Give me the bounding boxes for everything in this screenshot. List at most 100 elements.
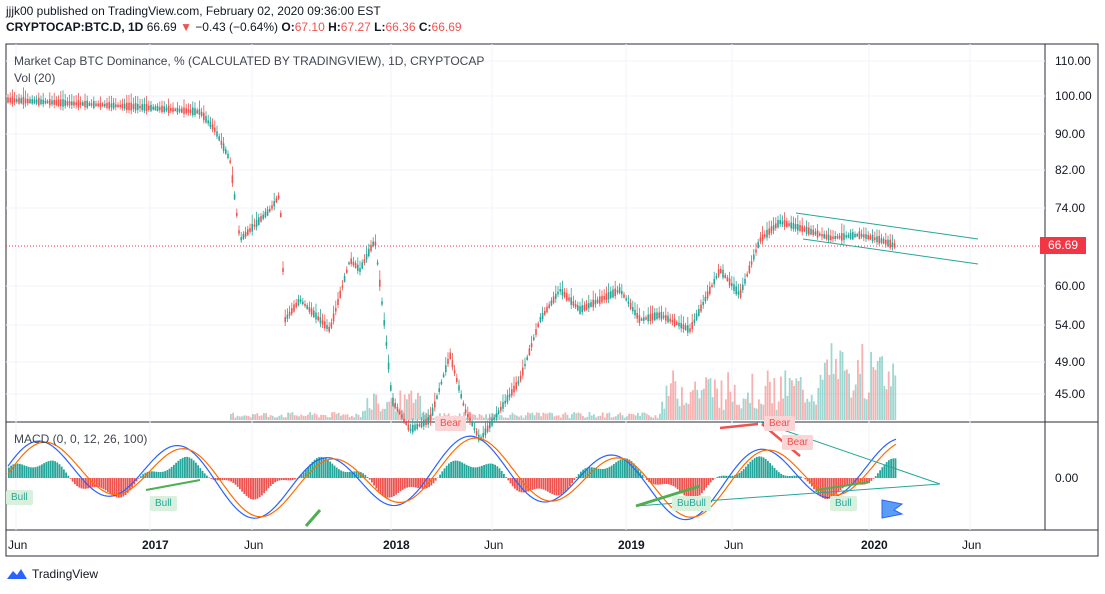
volume-bar: [687, 403, 690, 420]
price-tick-label: 74.00: [1055, 201, 1086, 215]
volume-bar: [863, 398, 866, 420]
candle-body: [161, 105, 163, 113]
candle-body: [222, 143, 225, 151]
candle-body: [163, 106, 165, 112]
volume-bar: [304, 415, 307, 420]
candle-body: [676, 321, 678, 326]
macd-histogram-bar: [723, 475, 725, 478]
candle-body: [264, 211, 267, 218]
macd-histogram-bar: [98, 478, 100, 488]
macd-histogram-bar: [390, 478, 393, 498]
macd-histogram-bar: [406, 478, 408, 488]
macd-histogram-bar: [124, 478, 127, 496]
macd-histogram-bar: [234, 478, 237, 485]
macd-histogram-bar: [36, 466, 39, 478]
macd-histogram-bar: [786, 475, 789, 478]
candle-body: [152, 106, 154, 110]
volume-bar: [498, 415, 501, 420]
macd-histogram-bar: [78, 478, 81, 488]
low-value: 66.36: [385, 20, 416, 34]
volume-bar: [408, 393, 410, 420]
volume-bar: [857, 360, 859, 420]
volume-bar: [804, 402, 806, 420]
candle-body: [764, 234, 766, 237]
macd-histogram-bar: [527, 478, 529, 492]
volume-bar: [287, 412, 289, 420]
candle-body: [227, 153, 229, 159]
candle-body: [519, 375, 522, 381]
header-ohlc: CRYPTOCAP:BTC.D, 1D 66.69 ▼ −0.43 (−0.64…: [6, 20, 462, 34]
candle-body: [500, 406, 502, 411]
macd-histogram-bar: [34, 467, 37, 478]
candle-body: [170, 108, 172, 112]
volume-bar: [335, 413, 338, 420]
macd-histogram-bar: [804, 478, 807, 480]
macd-histogram-bar: [82, 478, 85, 489]
volume-bar: [870, 351, 872, 420]
candle-body: [629, 302, 632, 309]
volume-bar: [582, 415, 584, 420]
macd-histogram-bar: [254, 478, 257, 500]
volume-bar: [681, 387, 683, 420]
candle-body: [269, 208, 271, 212]
time-tick-label: Jun: [244, 538, 264, 552]
candle-body: [645, 317, 647, 320]
macd-histogram-bar: [769, 463, 771, 478]
candle-body: [275, 198, 278, 203]
macd-histogram-bar: [848, 478, 851, 485]
candle-body: [60, 99, 62, 107]
macd-histogram-bar: [566, 478, 569, 490]
open-value: 67.10: [294, 20, 325, 34]
macd-histogram-bar: [551, 478, 554, 495]
candle-body: [407, 424, 410, 431]
volume-bar: [329, 417, 331, 420]
macd-histogram-bar: [432, 478, 435, 484]
signal-line: [7, 437, 897, 518]
candle-body: [189, 109, 192, 113]
candle-body: [561, 289, 564, 296]
candle-body: [471, 422, 473, 427]
candle-body: [856, 234, 858, 237]
volume-bar: [874, 369, 877, 420]
macd-histogram-bar: [412, 478, 415, 488]
candle-body: [739, 289, 742, 298]
macd-histogram-bar: [287, 478, 290, 481]
macd-histogram-bar: [456, 460, 459, 478]
macd-histogram-bar: [549, 478, 551, 493]
macd-histogram-bar: [278, 478, 281, 481]
candle-body: [346, 269, 348, 273]
volume-bar: [590, 415, 593, 420]
candle-body: [671, 320, 674, 323]
macd-histogram-bar: [135, 478, 138, 482]
volume-bar: [718, 407, 721, 420]
macd-histogram-bar: [877, 473, 879, 478]
volume-bar: [324, 415, 327, 420]
macd-histogram-bar: [434, 478, 437, 481]
volume-bar: [410, 390, 413, 420]
candle-body: [790, 222, 792, 229]
candle-body: [830, 235, 832, 240]
macd-histogram-bar: [177, 460, 180, 478]
footer-brand[interactable]: TradingView: [6, 567, 98, 581]
candle-body: [557, 291, 559, 295]
volume-bar: [553, 416, 556, 420]
volume-bar: [489, 416, 492, 420]
candle-body: [887, 239, 889, 247]
candle-body: [860, 233, 863, 237]
candle-body: [429, 415, 432, 423]
macd-histogram-bar: [153, 471, 155, 478]
candle-body: [559, 289, 561, 292]
candle-body: [414, 424, 416, 431]
candle-body: [678, 322, 680, 327]
candle-body: [475, 430, 478, 436]
volume-bar: [716, 388, 718, 420]
macd-histogram-bar: [571, 478, 573, 484]
volume-bar: [709, 378, 712, 420]
macd-histogram-bar: [516, 478, 518, 491]
candle-body: [86, 100, 88, 108]
macd-histogram-bar: [852, 478, 855, 484]
candle-body: [583, 304, 586, 311]
volume-bar: [733, 384, 736, 420]
candle-body: [390, 385, 392, 391]
